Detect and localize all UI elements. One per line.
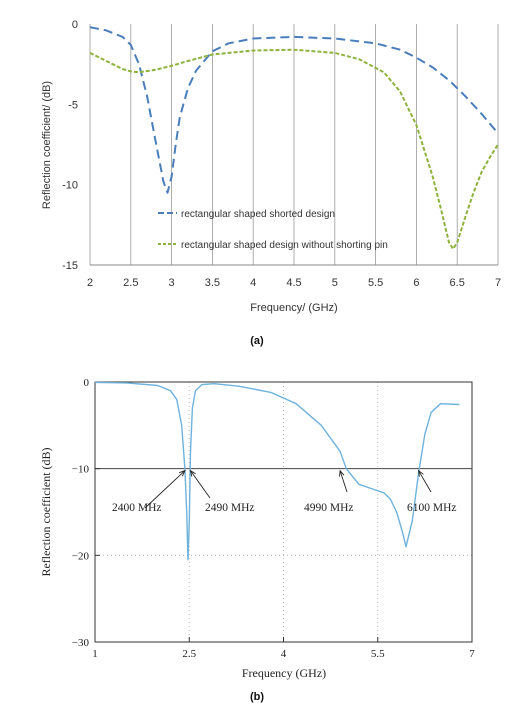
chart-a-x-tick-label: 2 <box>87 277 93 289</box>
chart-b-x-tick-label: 7 <box>469 648 475 660</box>
chart-b-annotation-arrow <box>339 470 348 493</box>
chart-b-caption: (b) <box>250 691 264 703</box>
chart-b-x-tick-label: 1 <box>92 648 98 660</box>
chart-b-series <box>94 381 460 561</box>
chart-a-x-tick-label: 3.5 <box>205 277 220 289</box>
chart-a-y-tick-label: -15 <box>62 260 78 272</box>
chart-b-x-tick-label: 4 <box>281 648 287 660</box>
chart-a-y-tick-label: -5 <box>68 99 78 111</box>
legend-label-shorted: rectangular shaped shorted design <box>181 209 335 220</box>
chart-b-y-tick-label: −20 <box>72 550 90 562</box>
chart-a-x-tick-label: 5.5 <box>368 277 383 289</box>
chart-a-caption: (a) <box>250 335 264 347</box>
chart-b-annotation-arrowhead <box>339 469 345 477</box>
chart-a: 2 2.5 3 3.5 4 4.5 5 5.5 6 6.5 7 0 -5 -10 -15 rectangu… <box>41 19 501 347</box>
chart-b-annotation-label: 2490 MHz <box>205 502 255 514</box>
chart-a-vertical-grid <box>89 24 499 265</box>
chart-b-x-tick-label: 5.5 <box>371 648 385 660</box>
chart-b-annotation-arrow <box>418 470 432 493</box>
chart-b-y-tick-label: 0 <box>84 377 90 389</box>
chart-b: 1 2.5 4 5.5 7 0 −10 −20 −30 2400 MHz 2490 MHz 499… <box>39 377 475 703</box>
chart-a-y-tick-label: -10 <box>62 180 78 192</box>
chart-a-x-tick-label: 3 <box>169 277 175 289</box>
chart-a-y-tick-label: 0 <box>72 19 78 31</box>
chart-a-x-tick-label: 2.5 <box>123 277 138 289</box>
chart-a-x-tick-label: 4 <box>250 277 256 289</box>
chart-b-annotation-label: 2400 MHz <box>112 502 162 514</box>
chart-b-y-axis-title: Reflection coefficient (dB) <box>39 447 53 576</box>
chart-b-annotation-label: 6100 MHz <box>407 502 457 514</box>
chart-b-annotation-arrow <box>190 470 211 499</box>
chart-b-annotation-arrowhead <box>179 469 186 477</box>
chart-b-frame <box>94 381 473 643</box>
chart-a-series <box>89 26 499 250</box>
chart-b-annotations: 2400 MHz 2490 MHz 4990 MHz 6100 MHz <box>112 469 457 514</box>
chart-b-annotation-arrow <box>144 470 186 509</box>
chart-a-x-tick-label: 4.5 <box>286 277 301 289</box>
chart-b-x-tick-label: 2.5 <box>182 648 196 660</box>
chart-b-annotation-arrowhead <box>189 469 196 477</box>
chart-a-x-tick-label: 6 <box>413 277 419 289</box>
chart-a-x-axis-title: Frequency/ (GHz) <box>250 302 337 314</box>
chart-a-y-axis-title: Reflection coefficient/ (dB) <box>41 81 53 209</box>
chart-a-y-tick-labels: 0 -5 -10 -15 <box>62 19 78 272</box>
chart-a-series-line-2 <box>89 48 499 250</box>
chart-b-annotation-arrowhead <box>418 469 424 477</box>
chart-b-y-tick-label: −10 <box>72 464 90 476</box>
chart-a-x-tick-labels: 2 2.5 3 3.5 4 4.5 5 5.5 6 6.5 7 <box>87 277 501 289</box>
chart-a-x-tick-label: 6.5 <box>450 277 465 289</box>
legend-label-without-pin: rectangular shaped design without shorti… <box>181 240 388 251</box>
chart-b-series-line <box>94 381 460 561</box>
chart-b-x-tick-labels: 1 2.5 4 5.5 7 <box>92 648 475 660</box>
chart-b-annotation-label: 4990 MHz <box>304 502 354 514</box>
chart-b-x-axis-title: Frequency (GHz) <box>242 666 326 680</box>
chart-a-x-tick-label: 7 <box>495 277 501 289</box>
chart-a-x-tick-label: 5 <box>332 277 338 289</box>
chart-b-y-tick-labels: 0 −10 −20 −30 <box>72 377 90 649</box>
chart-b-y-tick-label: −30 <box>72 637 90 649</box>
chart-a-legend: rectangular shaped shorted design rectan… <box>158 209 388 251</box>
chart-a-series-line-1 <box>89 26 499 194</box>
